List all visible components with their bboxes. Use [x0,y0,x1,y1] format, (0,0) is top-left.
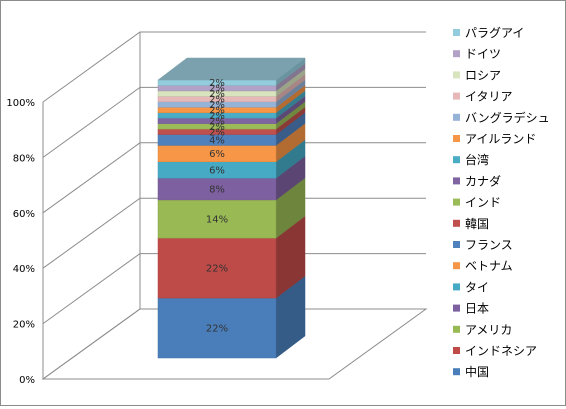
legend-swatch [453,71,460,79]
legend-swatch [453,219,460,227]
legend-item: バングラデシュ [453,110,550,125]
legend-swatch [453,177,460,185]
y-axis: 0% 20% 40% 60% 80% 100% [6,98,35,386]
legend-swatch [453,50,460,58]
legend-item: イタリア [453,90,513,104]
legend-item: 中国 [453,364,489,379]
y-tick-label: 80% [13,153,35,164]
legend-item: インド [453,196,501,210]
legend-label: インド [465,196,501,210]
data-label: 2% [209,84,225,95]
legend-swatch [453,92,460,100]
data-label: 2% [209,95,225,106]
y-tick-label: 20% [13,320,35,331]
data-labels: 22%22%14%8%6%6%4%2%2%2%2%2%2%2%2%2%2% [206,78,228,334]
data-label: 6% [209,149,225,160]
legend-label: 台湾 [465,152,489,167]
legend-swatch [453,156,460,164]
legend-label: インドネシア [465,344,537,358]
legend-item: インドネシア [453,344,537,358]
legend-label: ベトナム [465,259,513,273]
y-tick-label: 60% [13,209,35,220]
data-label: 2% [209,116,225,127]
legend-item: 韓国 [453,217,489,231]
legend-label: 中国 [465,364,489,379]
legend-swatch [453,368,460,376]
bar-segment [157,177,306,239]
y-tick-label: 100% [6,98,35,109]
legend-label: タイ [465,280,489,294]
legend-label: イタリア [465,90,513,104]
y-tick-label: 0% [19,375,35,386]
legend: パラグアイドイツロシアイタリアバングラデシュアイルランド台湾カナダインド韓国フラ… [453,26,550,379]
data-label: 6% [209,165,225,176]
legend-swatch [453,113,460,121]
legend-swatch [453,262,460,270]
bar-top-face [157,57,306,81]
data-label: 8% [209,185,225,196]
legend-item: タイ [453,280,489,294]
data-label: 2% [209,111,225,122]
data-label: 2% [209,105,225,116]
legend-item: ベトナム [453,259,513,273]
legend-item: 日本 [453,302,489,316]
legend-swatch [453,29,460,36]
data-label: 2% [209,78,225,89]
bar-segment [157,155,306,201]
legend-item: ロシア [453,68,501,82]
data-label: 2% [209,89,225,100]
legend-swatch [453,198,460,206]
data-label: 22% [206,324,228,335]
data-label: 22% [206,264,228,275]
legend-swatch [453,304,460,312]
bar-stack [157,57,306,359]
legend-swatch [453,135,460,142]
legend-label: パラグアイ [465,26,524,40]
legend-item: 台湾 [453,152,489,167]
y-tick-label: 40% [13,264,35,275]
legend-label: 日本 [465,302,489,316]
legend-swatch [453,347,460,354]
legend-label: カナダ [465,173,501,188]
legend-item: ドイツ [453,47,501,61]
bar-segment [157,215,306,299]
legend-item: パラグアイ [453,26,524,40]
data-label: 2% [209,100,225,111]
legend-swatch [453,241,460,248]
legend-item: アイルランド [453,132,536,146]
legend-label: ロシア [465,68,501,82]
legend-label: フランス [465,238,513,252]
data-label: 2% [209,122,225,133]
legend-label: ドイツ [465,47,501,61]
legend-label: 韓国 [465,217,489,231]
data-label: 14% [206,215,228,226]
legend-label: バングラデシュ [465,110,550,125]
legend-label: アメリカ [465,323,512,337]
legend-item: フランス [453,238,513,252]
chart-walls [41,31,428,380]
chart-floor [41,308,428,380]
data-label: 4% [209,135,225,146]
legend-label: アイルランド [465,132,536,146]
legend-swatch [453,325,460,333]
data-label: 2% [209,127,225,138]
legend-item: アメリカ [453,323,512,337]
legend-swatch [453,283,460,291]
legend-item: カナダ [453,173,501,188]
